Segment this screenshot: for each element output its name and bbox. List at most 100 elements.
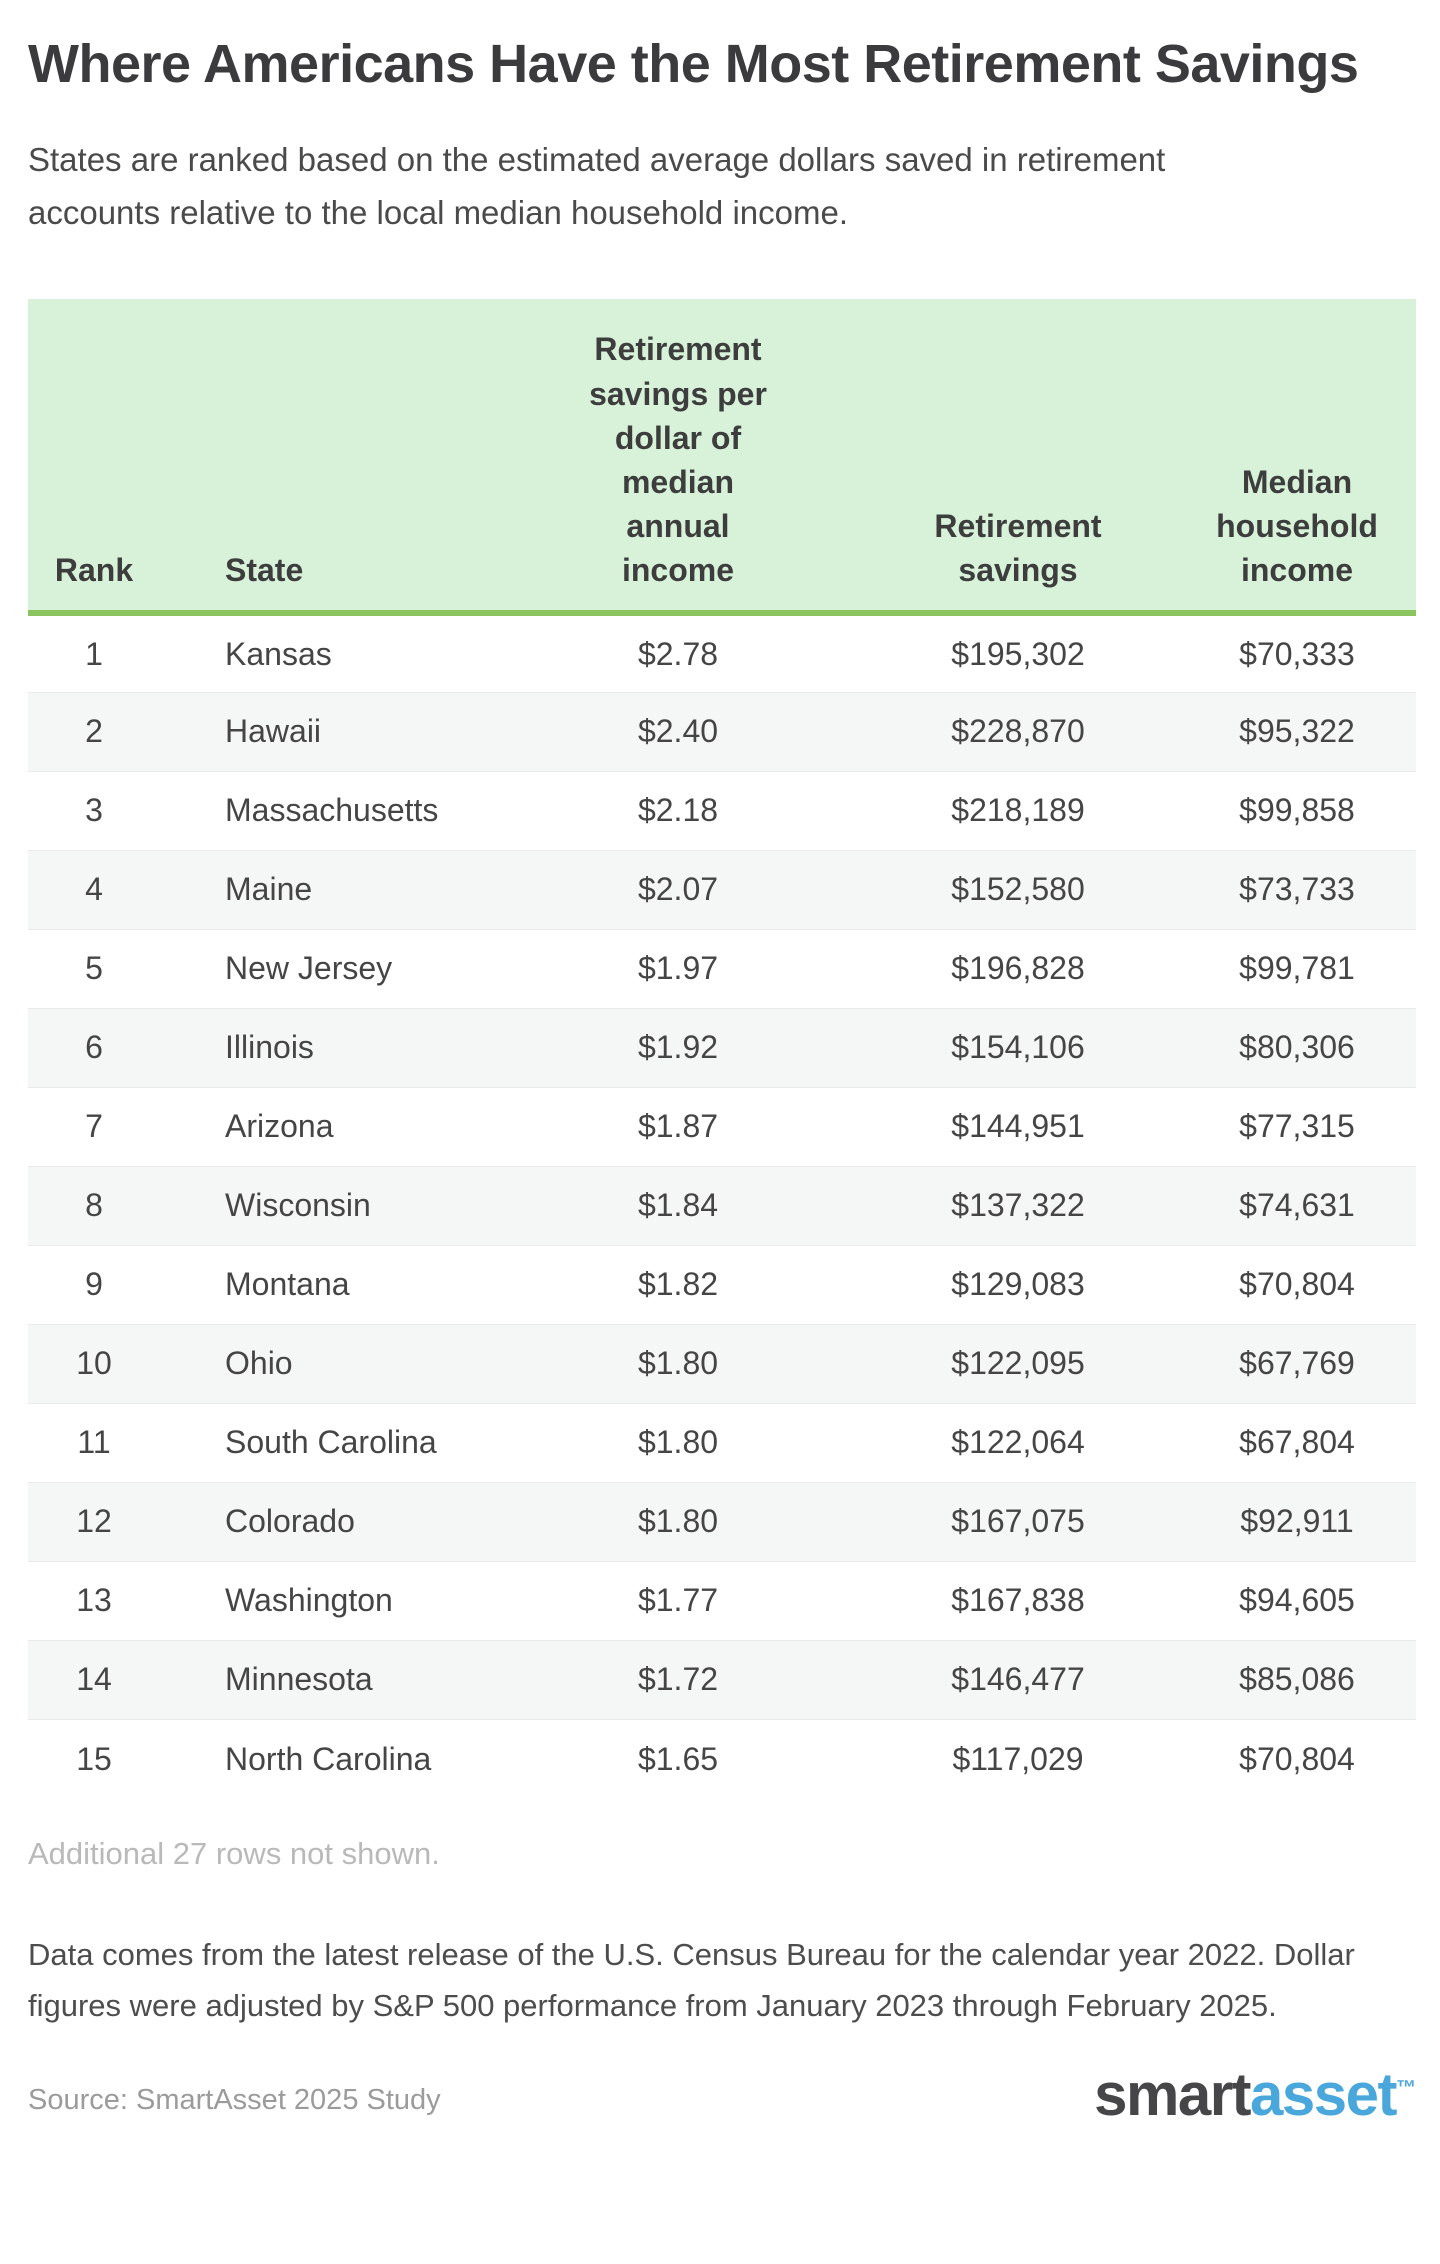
page-subtitle: States are ranked based on the estimated… xyxy=(28,141,1166,232)
rank-cell: 5 xyxy=(28,928,160,1009)
state-cell: Colorado xyxy=(160,1481,498,1562)
retirement-savings-table: Rank State Retirement savings per dollar… xyxy=(28,299,1416,1799)
rank-cell: 12 xyxy=(28,1481,160,1562)
income-cell: $99,858 xyxy=(1178,770,1416,851)
rank-cell: 15 xyxy=(28,1718,160,1799)
table-row: 8 Wisconsin $1.84 $137,322 $74,631 xyxy=(28,1165,1416,1246)
savings-cell: $152,580 xyxy=(858,849,1178,930)
state-cell: North Carolina xyxy=(160,1718,498,1799)
table-row: 14 Minnesota $1.72 $146,477 $85,086 xyxy=(28,1639,1416,1720)
methodology-note: Data comes from the latest release of th… xyxy=(28,1937,1355,2023)
rank-cell: 1 xyxy=(85,635,103,672)
column-header-median-income-label: Median household income xyxy=(1216,463,1378,589)
savings-cell: $144,951 xyxy=(858,1086,1178,1167)
column-header-state-label: State xyxy=(225,552,304,589)
income-cell: $74,631 xyxy=(1178,1165,1416,1246)
rank-cell: 14 xyxy=(28,1639,160,1720)
savings-cell: $195,302 xyxy=(951,635,1085,672)
state-cell: Ohio xyxy=(160,1323,498,1404)
state-cell: Illinois xyxy=(160,1007,498,1088)
table-row: 5 New Jersey $1.97 $196,828 $99,781 xyxy=(28,928,1416,1009)
savings-cell: $122,095 xyxy=(858,1323,1178,1404)
savings-cell: $122,064 xyxy=(858,1402,1178,1483)
rank-cell: 11 xyxy=(28,1402,160,1483)
table-row: 2 Hawaii $2.40 $228,870 $95,322 xyxy=(28,691,1416,772)
rank-cell: 6 xyxy=(28,1007,160,1088)
state-cell: Massachusetts xyxy=(160,770,498,851)
income-cell: $95,322 xyxy=(1178,691,1416,772)
bottom-bar: Source: SmartAsset 2025 Study smartasset… xyxy=(28,2064,1416,2125)
savings-cell: $154,106 xyxy=(858,1007,1178,1088)
table-row: 11 South Carolina $1.80 $122,064 $67,804 xyxy=(28,1402,1416,1483)
ratio-cell: $1.65 xyxy=(498,1718,858,1799)
savings-cell: $218,189 xyxy=(858,770,1178,851)
ratio-cell: $1.92 xyxy=(498,1007,858,1088)
table-row: 12 Colorado $1.80 $167,075 $92,911 xyxy=(28,1481,1416,1562)
savings-cell: $167,075 xyxy=(858,1481,1178,1562)
state-cell: Wisconsin xyxy=(160,1165,498,1246)
column-header-retirement-savings: Retirement savings xyxy=(858,299,1178,617)
table-row: 15 North Carolina $1.65 $117,029 $70,804 xyxy=(28,1718,1416,1799)
ratio-cell: $2.07 xyxy=(498,849,858,930)
table-row: 3 Massachusetts $2.18 $218,189 $99,858 xyxy=(28,770,1416,851)
table-row: 13 Washington $1.77 $167,838 $94,605 xyxy=(28,1560,1416,1641)
state-cell: Arizona xyxy=(160,1086,498,1167)
column-header-savings-ratio-label: Retirement savings per dollar of median … xyxy=(589,331,767,589)
savings-cell: $137,322 xyxy=(858,1165,1178,1246)
column-header-retirement-savings-label: Retirement savings xyxy=(934,508,1102,589)
savings-cell: $129,083 xyxy=(858,1244,1178,1325)
column-header-rank: Rank xyxy=(28,299,160,617)
table-header-row: Rank State Retirement savings per dollar… xyxy=(28,299,1416,617)
ratio-cell: $1.97 xyxy=(498,928,858,1009)
income-cell: $92,911 xyxy=(1178,1481,1416,1562)
savings-cell: $117,029 xyxy=(858,1718,1178,1799)
ratio-cell: $2.40 xyxy=(498,691,858,772)
state-cell: Maine xyxy=(160,849,498,930)
source-note: Source: SmartAsset 2025 Study xyxy=(28,2083,441,2116)
column-header-savings-ratio: Retirement savings per dollar of median … xyxy=(498,299,858,617)
rank-cell: 2 xyxy=(28,691,160,772)
page-title: Where Americans Have the Most Retirement… xyxy=(28,34,1359,94)
rank-cell: 13 xyxy=(28,1560,160,1641)
table-row: 1 Kansas $2.78 $195,302 $70,333 xyxy=(28,613,1416,692)
rank-cell: 8 xyxy=(28,1165,160,1246)
ratio-cell: $1.82 xyxy=(498,1244,858,1325)
ratio-cell: $1.72 xyxy=(498,1639,858,1720)
savings-cell: $196,828 xyxy=(858,928,1178,1009)
income-cell: $70,804 xyxy=(1178,1244,1416,1325)
savings-cell: $167,838 xyxy=(858,1560,1178,1641)
income-cell: $67,769 xyxy=(1178,1323,1416,1404)
ratio-cell: $1.80 xyxy=(498,1481,858,1562)
ratio-cell: $2.78 xyxy=(637,635,719,672)
ratio-cell: $2.18 xyxy=(498,770,858,851)
income-cell: $99,781 xyxy=(1178,928,1416,1009)
ratio-cell: $1.80 xyxy=(498,1402,858,1483)
infographic-page: Where Americans Have the Most Retirement… xyxy=(28,34,1416,2125)
income-cell: $85,086 xyxy=(1178,1639,1416,1720)
state-cell: New Jersey xyxy=(160,928,498,1009)
income-cell: $70,333 xyxy=(1239,635,1355,672)
rank-cell: 7 xyxy=(28,1086,160,1167)
income-cell: $80,306 xyxy=(1178,1007,1416,1088)
state-cell: Kansas xyxy=(225,635,332,672)
additional-rows-note: Additional 27 rows not shown. xyxy=(28,1836,440,1872)
rank-cell: 9 xyxy=(28,1244,160,1325)
ratio-cell: $1.80 xyxy=(498,1323,858,1404)
table-row: 10 Ohio $1.80 $122,095 $67,769 xyxy=(28,1323,1416,1404)
rank-cell: 3 xyxy=(28,770,160,851)
logo-text-asset: asset xyxy=(1250,2060,1397,2128)
column-header-rank-label: Rank xyxy=(54,552,134,589)
logo-text-smart: smart xyxy=(1094,2060,1251,2128)
state-cell: Minnesota xyxy=(160,1639,498,1720)
column-header-median-income: Median household income xyxy=(1178,299,1416,617)
savings-cell: $146,477 xyxy=(858,1639,1178,1720)
column-header-state: State xyxy=(160,299,498,617)
income-cell: $67,804 xyxy=(1178,1402,1416,1483)
rank-cell: 4 xyxy=(28,849,160,930)
income-cell: $77,315 xyxy=(1178,1086,1416,1167)
table-row: 7 Arizona $1.87 $144,951 $77,315 xyxy=(28,1086,1416,1167)
income-cell: $73,733 xyxy=(1178,849,1416,930)
savings-cell: $228,870 xyxy=(858,691,1178,772)
ratio-cell: $1.87 xyxy=(498,1086,858,1167)
smartasset-logo: smartasset™ xyxy=(1094,2064,1416,2125)
